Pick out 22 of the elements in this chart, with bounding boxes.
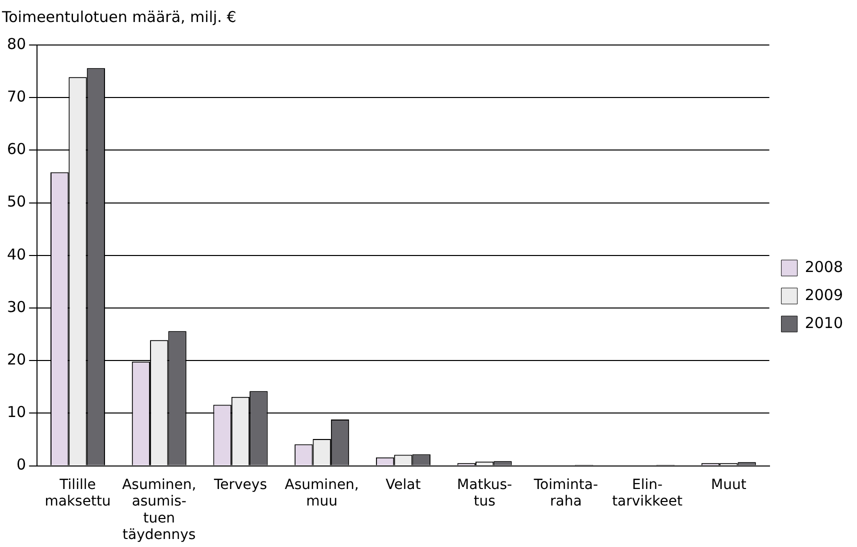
x-tick-label: Matkus- tus xyxy=(457,476,512,510)
y-tick-label: 10 xyxy=(6,403,26,422)
x-tick-label: Asuminen, asumis- tuen täydennys xyxy=(122,476,196,544)
legend-label: 2010 xyxy=(804,314,844,332)
y-tick-label: 0 xyxy=(16,456,26,474)
x-tick-label: Terveys xyxy=(212,476,267,493)
x-tick-label: Toiminta- raha xyxy=(532,476,598,510)
x-tick-label: Asuminen, muu xyxy=(284,476,359,510)
y-tick-label: 20 xyxy=(6,350,26,368)
y-tick-label: 50 xyxy=(6,192,26,211)
x-tick-label: Velat xyxy=(386,476,422,493)
y-tick-label: 60 xyxy=(6,140,26,158)
legend-label: 2009 xyxy=(804,286,844,304)
x-tick-label: Muut xyxy=(710,476,747,493)
x-tick-label: Elin- tarvikkeet xyxy=(612,476,684,510)
y-tick-label: 30 xyxy=(6,298,26,316)
y-tick-label: 40 xyxy=(6,245,26,264)
x-tick-label: Tilille maksettu xyxy=(44,476,111,510)
legend-label: 2008 xyxy=(804,258,844,276)
y-axis-title: Toimeentulotuen määrä, milj. € xyxy=(1,8,236,26)
y-tick-label: 70 xyxy=(6,87,26,106)
y-tick-label: 80 xyxy=(6,34,26,53)
